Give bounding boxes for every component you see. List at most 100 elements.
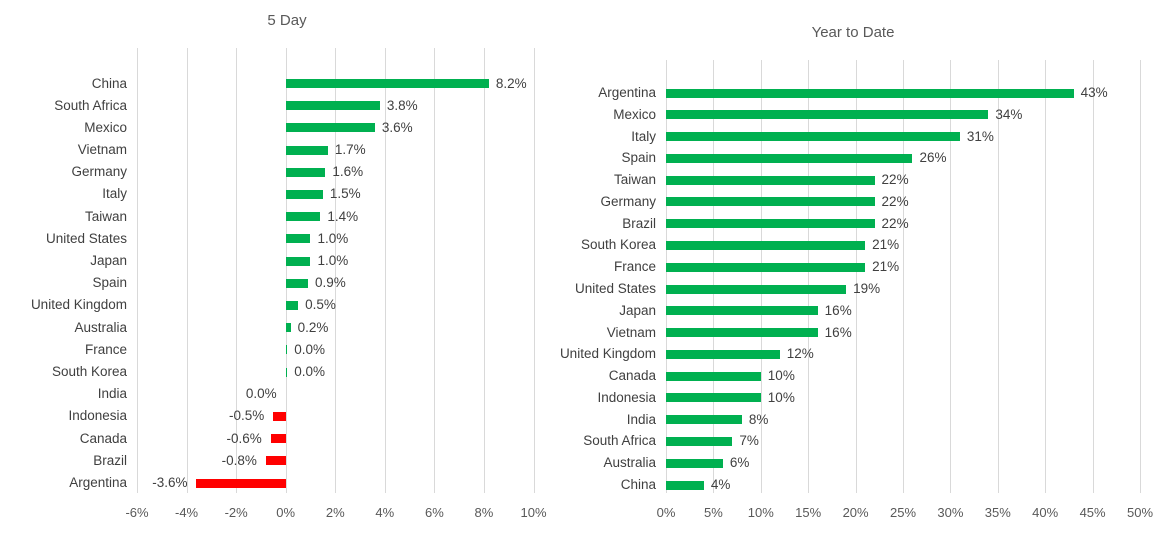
gridline [534,48,535,493]
category-label: Taiwan [613,172,656,188]
value-label: 10% [767,368,795,384]
value-label: 7% [739,433,759,449]
x-axis-tick-label: -2% [224,505,248,520]
category-label: Canada [79,430,127,446]
bar [666,175,875,185]
bar [666,458,723,468]
value-label: -3.6% [152,475,188,490]
bar [666,219,875,229]
gridline [187,48,188,493]
chart-title: 5 Day [267,12,307,29]
bar [285,79,489,88]
bar [666,371,761,381]
value-label: 0.0% [294,341,325,357]
x-axis-tick-label: 35% [984,505,1011,520]
category-label: South Africa [54,97,127,113]
value-label: 8.2% [495,75,527,91]
value-label: 31% [966,128,994,144]
value-label: 8% [748,411,769,427]
gridline [808,60,809,493]
value-label: 22% [881,215,909,231]
bar [285,123,375,133]
x-axis-tick-label: 30% [937,505,964,520]
category-label: Brazil [93,452,127,468]
bar [285,101,380,111]
bar [666,197,875,207]
x-axis-tick-label: 0% [656,505,676,520]
bar [666,393,761,403]
category-label: South Africa [583,433,656,449]
value-label: -0.5% [229,408,265,424]
gridline [761,60,762,493]
bar [273,411,286,421]
x-axis-tick-label: 6% [424,505,444,520]
value-label: 1.6% [332,164,364,180]
category-label: South Korea [51,364,127,380]
category-label: United States [45,230,127,246]
value-label: 1.4% [327,208,359,224]
value-label: 43% [1080,85,1108,100]
gridline [484,48,485,493]
value-label: 1.7% [334,142,366,158]
bar [666,349,780,359]
gridline [1140,60,1141,493]
category-label: France [84,341,127,357]
gridline [950,60,951,493]
value-label: 22% [881,172,909,188]
value-label: 16% [824,302,852,318]
category-label: Germany [600,193,656,209]
gridline [434,48,435,493]
category-label: United States [574,281,656,296]
bar [265,456,286,466]
value-label: 10% [767,389,795,405]
gridline [903,60,904,493]
category-label: Mexico [84,119,127,135]
x-axis-tick-label: -4% [175,505,199,520]
value-label: 19% [853,281,881,296]
category-label: Vietnam [606,324,656,340]
value-label: 4% [710,477,731,492]
gridline [385,48,386,493]
category-label: Australia [74,319,127,335]
category-label: Vietnam [77,142,127,158]
category-label: India [97,386,127,402]
x-axis-tick-label: 25% [889,505,917,520]
gridline [856,60,857,493]
value-label: 0.5% [305,297,336,313]
bar [666,110,989,120]
bar [666,480,704,490]
bar [285,345,288,355]
category-label: China [91,75,127,91]
bar [666,240,866,250]
category-label: Taiwan [84,208,127,224]
bar [666,262,866,272]
x-axis-tick-label: 40% [1032,505,1059,520]
value-label: 16% [824,324,852,340]
gridline [1045,60,1046,493]
x-axis-tick-label: 4% [375,505,395,520]
category-label: Argentina [598,85,656,100]
category-label: Mexico [613,106,656,122]
x-axis-tick-label: 5% [703,505,723,520]
bar [666,415,742,425]
category-label: China [620,477,656,492]
value-label: 0.2% [297,319,329,335]
category-label: Germany [71,164,127,180]
category-label: Australia [603,455,656,471]
value-label: 26% [919,150,947,166]
category-label: Indonesia [597,389,656,405]
value-label: 6% [729,455,750,471]
value-label: 21% [872,237,900,253]
category-label: Spain [621,150,656,166]
chart-title: Year to Date [811,24,895,41]
gridline [137,48,138,493]
bar [285,189,323,199]
bar [285,300,299,310]
category-label: United Kingdom [559,346,656,362]
gridline [1093,60,1094,493]
category-label: Italy [102,186,127,202]
bar [285,367,288,377]
